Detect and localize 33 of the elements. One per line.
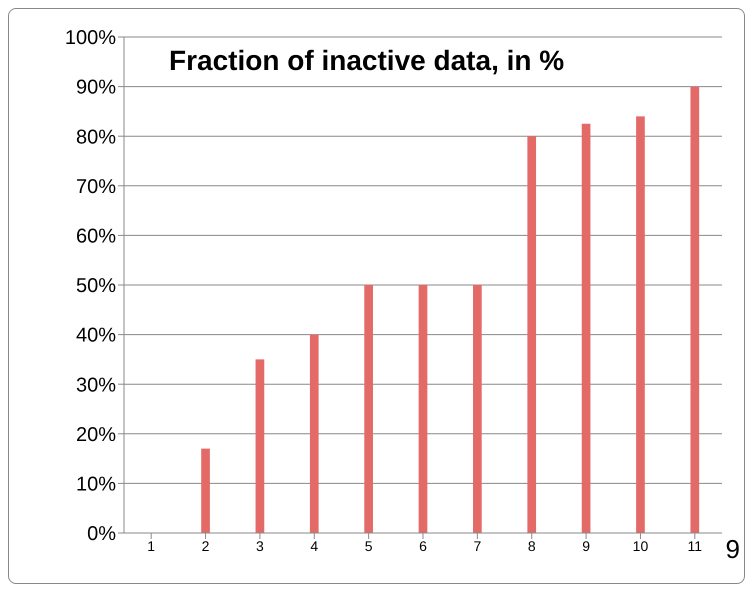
bar xyxy=(636,116,645,533)
bar xyxy=(418,285,428,533)
y-tick-label: 90% xyxy=(76,76,116,99)
y-tick-label: 40% xyxy=(76,324,116,347)
bar xyxy=(364,285,373,533)
chart-title: Fraction of inactive data, in % xyxy=(169,45,564,77)
bar xyxy=(690,86,700,533)
x-tick-label: 9 xyxy=(582,538,590,554)
x-tick-label: 4 xyxy=(310,538,318,554)
y-tick-label: 100% xyxy=(64,27,116,50)
y-tick-label: 30% xyxy=(76,374,116,396)
y-tick-label: 70% xyxy=(76,176,116,198)
x-tick-label: 2 xyxy=(202,538,210,554)
bar xyxy=(201,448,210,533)
y-tick-label: 60% xyxy=(76,226,116,248)
bar xyxy=(473,285,482,533)
x-tick-label: 10 xyxy=(632,538,648,554)
x-tick-label: 6 xyxy=(419,538,428,554)
x-tick-label: 8 xyxy=(528,538,536,554)
x-tick-label: 5 xyxy=(364,538,373,554)
x-tick-label: 7 xyxy=(473,538,482,554)
y-tick-label: 20% xyxy=(76,424,116,446)
bar xyxy=(527,136,536,533)
x-tick-label: 3 xyxy=(256,538,264,554)
y-tick-label: 50% xyxy=(76,275,116,298)
bar xyxy=(582,124,590,533)
bar xyxy=(256,359,264,533)
y-tick-label: 80% xyxy=(76,126,116,148)
y-tick-label: 0% xyxy=(87,523,116,546)
bar xyxy=(310,334,319,533)
x-tick-label: 11 xyxy=(688,538,702,554)
x-tick-label: 1 xyxy=(147,538,156,554)
y-tick-label: 10% xyxy=(76,474,116,496)
